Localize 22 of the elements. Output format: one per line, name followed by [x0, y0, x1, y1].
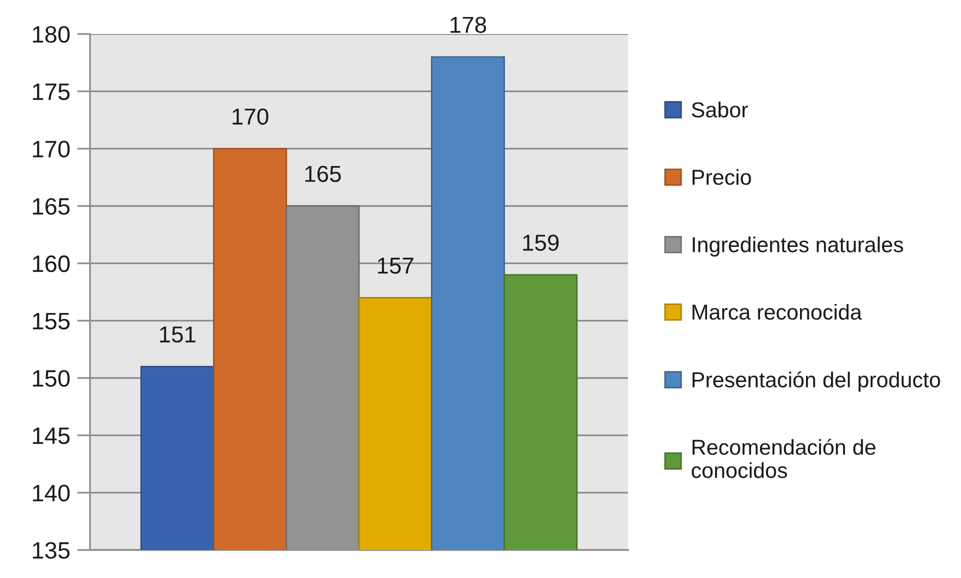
- y-tick-label: 145: [32, 428, 70, 444]
- legend-label: Marca reconocida: [692, 304, 862, 320]
- y-tick-label: 155: [32, 312, 70, 330]
- y-tick-label: 165: [32, 198, 70, 215]
- y-tick-label: 150: [32, 370, 70, 387]
- y-tick-label: 135: [32, 542, 70, 559]
- data-label: 170: [232, 108, 268, 125]
- data-label: 159: [523, 234, 559, 251]
- legend-label: Precio: [692, 169, 751, 185]
- data-label: 157: [378, 258, 414, 274]
- y-tick-label: 170: [32, 140, 70, 158]
- y-tick-label: 175: [32, 84, 70, 100]
- data-label: 178: [450, 16, 486, 33]
- legend-label: Presentación del producto: [692, 371, 940, 392]
- legend-label: Sabor: [692, 102, 748, 118]
- data-label: 151: [160, 326, 196, 343]
- y-tick-label: 140: [32, 484, 70, 502]
- y-tick-label: 180: [32, 26, 70, 43]
- legend-label: Recomendación de conocidos: [692, 438, 876, 478]
- data-label: 165: [305, 166, 341, 182]
- y-tick-label: 160: [32, 255, 70, 272]
- legend-label: Ingredientes naturales: [692, 236, 904, 257]
